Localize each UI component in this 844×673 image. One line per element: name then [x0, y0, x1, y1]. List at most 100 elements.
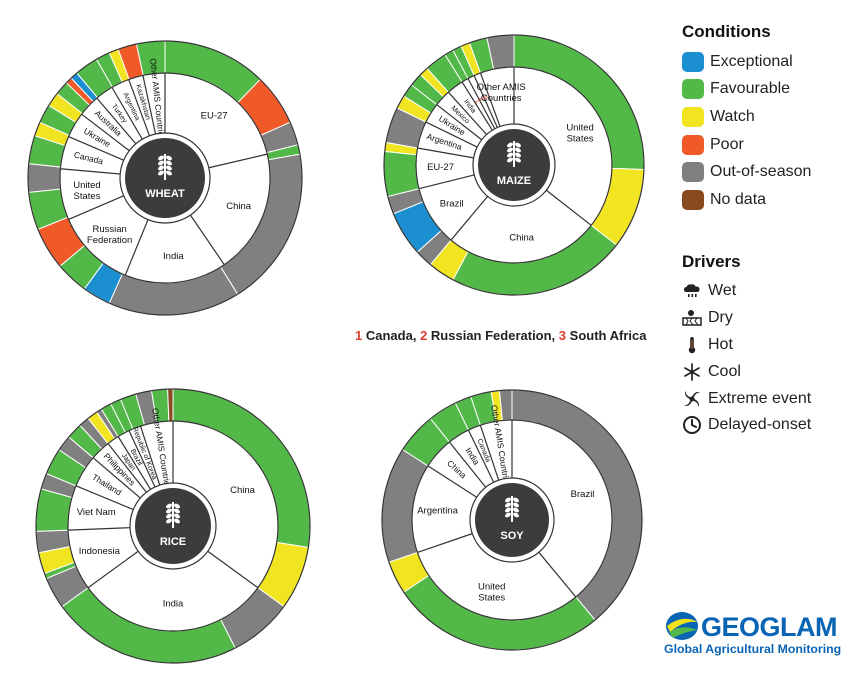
condition-segment-no-data [167, 388, 174, 422]
country-divider [417, 147, 474, 159]
chart-maize: United StatesChinaBrazilEU-27ArgentinaUkr… [383, 34, 645, 296]
country-divider [189, 214, 225, 265]
footnote-text: Russian Federation, [430, 328, 556, 343]
country-divider [128, 79, 151, 136]
crop-grain [166, 165, 172, 171]
crop-grain [166, 170, 172, 176]
country-divider [461, 81, 493, 131]
crop-grain [166, 513, 172, 519]
legend-item-exceptional: Exceptional [682, 48, 842, 76]
country-label: EU-27 [201, 111, 228, 122]
country-divider [467, 78, 496, 130]
crop-grain [158, 160, 164, 166]
crop-grain [507, 147, 513, 153]
outer-ring-border [381, 389, 643, 651]
legend-label: Cool [708, 362, 741, 380]
country-divider [68, 195, 124, 221]
outer-ring-border [27, 40, 303, 316]
country-divider [448, 441, 487, 488]
legend-label: Out-of-season [710, 163, 812, 181]
country-divider [447, 91, 488, 135]
no-data-swatch [682, 189, 704, 210]
country-divider [139, 425, 161, 486]
extreme-event-icon [684, 390, 700, 407]
crop-grain [158, 155, 164, 161]
country-label: China [226, 201, 252, 212]
crop-grain [513, 502, 519, 508]
footnote-number: 3 [558, 328, 567, 343]
outer-ring-border [35, 388, 311, 664]
country-divider [124, 219, 149, 276]
country-label: Other AMIS Countries [477, 82, 526, 104]
crop-grain [166, 155, 172, 161]
geoglam-globe-icon [666, 612, 698, 640]
legend-label: Exceptional [710, 52, 793, 70]
country-divider [92, 457, 141, 499]
crop-grain [505, 502, 511, 508]
legend: Conditions Exceptional Favourable Watch … [682, 22, 842, 439]
crop-grain [174, 508, 180, 514]
country-label: 2 [477, 96, 485, 103]
footnote-text: Canada, [365, 328, 417, 343]
watch-swatch [682, 106, 704, 127]
country-divider [427, 465, 478, 498]
country-divider [425, 121, 478, 148]
country-number-footnote: 1 Canada, 2 Russian Federation, 3 South … [355, 328, 646, 343]
crop-grain [515, 147, 521, 153]
crop-name: WHEAT [145, 188, 185, 200]
country-label: India [163, 599, 184, 610]
country-label: 3 [482, 94, 490, 100]
country-label: United States [73, 180, 100, 202]
legend-item-out-of-season: Out-of-season [682, 158, 842, 186]
crop-grain [515, 152, 521, 158]
country-divider [81, 113, 130, 152]
crop-grain [505, 497, 511, 503]
footnote-text: South Africa [569, 328, 647, 343]
country-label: United States [566, 122, 593, 144]
logo-word: GEOGLAM [701, 612, 838, 642]
crop-grain [166, 518, 172, 524]
country-divider [545, 189, 592, 226]
legend-item-extreme-event: Extreme event [682, 385, 842, 412]
logo-subtitle: Global Agricultural Monitoring [664, 642, 842, 656]
country-divider [128, 430, 156, 488]
footnote-number: 2 [420, 328, 428, 343]
crop-grain [507, 152, 513, 158]
legend-label: Favourable [710, 80, 791, 98]
crop-grain [513, 512, 519, 518]
crop-grain [505, 512, 511, 518]
country-label: Indonesia [79, 546, 121, 557]
crop-grain [505, 507, 511, 513]
out-of-season-swatch [682, 162, 704, 183]
chart-wheat: EU-27 China India Russian Federation United St… [27, 40, 303, 316]
country-divider [207, 550, 259, 589]
crop-grain [513, 497, 519, 503]
country-label: Argentina [417, 505, 458, 516]
country-label: Brazil [440, 198, 464, 209]
country-label: EU-27 [427, 162, 454, 173]
country-label: China [230, 485, 256, 496]
geoglam-logo: GEOGLAM Global Agricultural Monitoring [664, 610, 841, 660]
legend-label: Delayed-onset [708, 416, 812, 434]
crop-name: RICE [160, 536, 186, 548]
outer-ring-border [383, 34, 645, 296]
crop-name: SOY [500, 530, 524, 542]
crop-grain [166, 503, 172, 509]
country-divider [111, 87, 143, 140]
hot-icon [688, 336, 696, 353]
legend-item-watch: Watch [682, 103, 842, 131]
crop-grain [515, 142, 521, 148]
legend-item-wet: Wet [682, 278, 842, 305]
country-divider [473, 75, 498, 128]
country-divider [60, 168, 121, 175]
legend-item-delayed-onset: Delayed-onset [682, 412, 842, 439]
country-divider [96, 97, 137, 145]
country-divider [538, 551, 577, 598]
country-label: China [509, 233, 535, 244]
legend-label: Wet [708, 282, 737, 299]
country-divider [417, 533, 473, 553]
legend-label: Extreme event [708, 389, 812, 407]
